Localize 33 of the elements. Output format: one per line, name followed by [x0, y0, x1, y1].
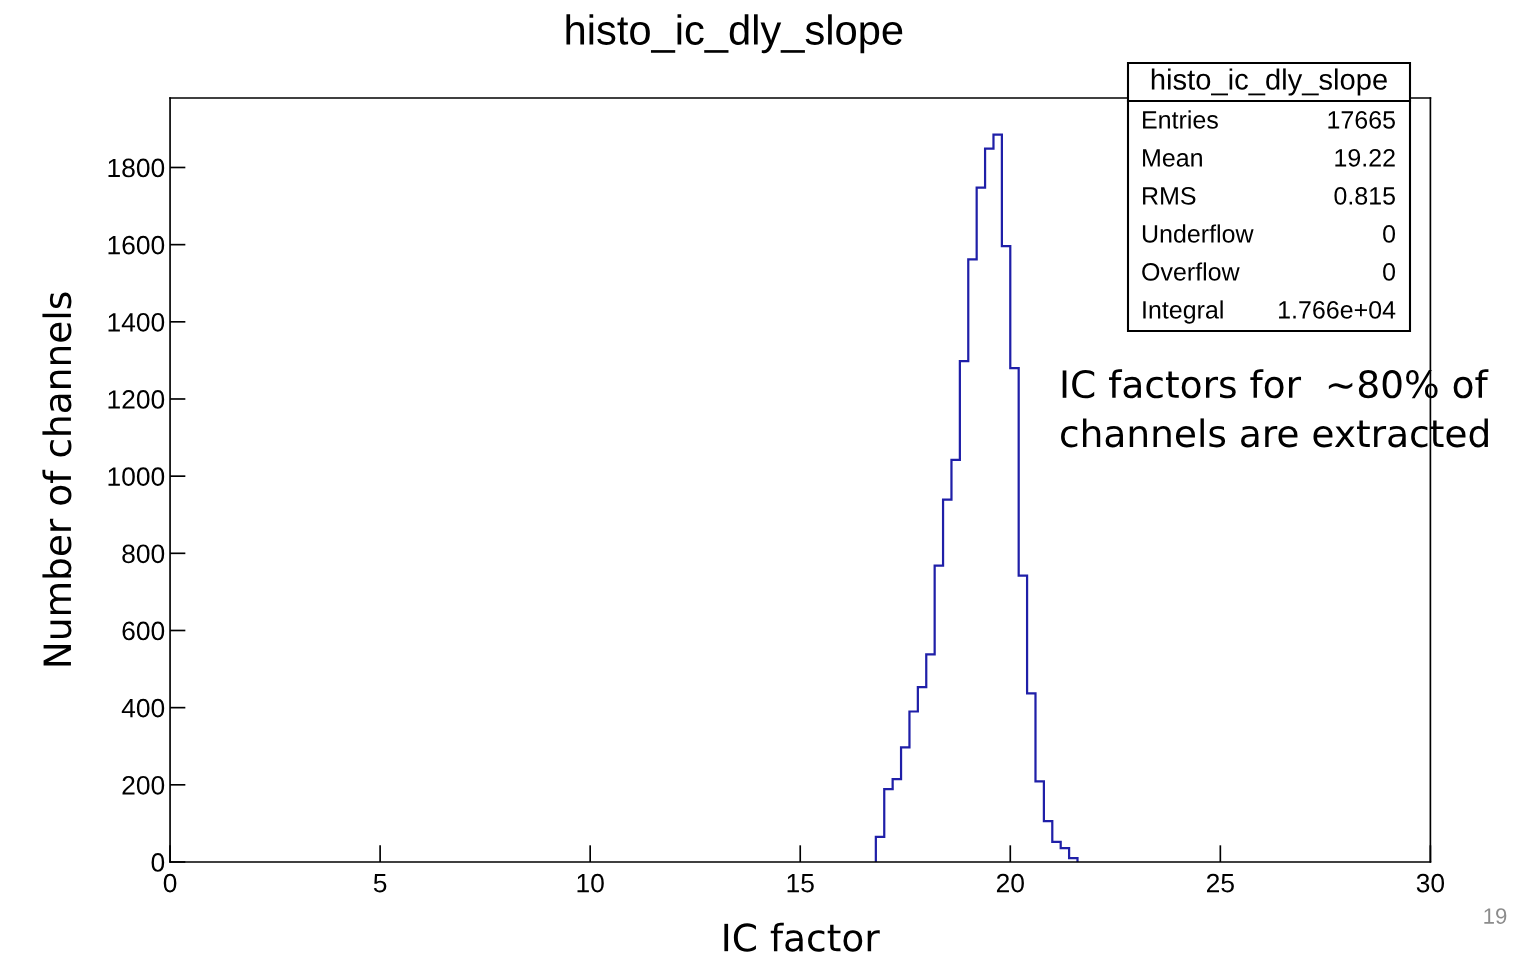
- y-tick-label: 1600: [108, 235, 165, 255]
- y-tick-label: 800: [122, 544, 165, 564]
- x-tick-label: 10: [577, 873, 604, 893]
- annotation: Underflow: [1142, 224, 1254, 243]
- y-tick-label: 1200: [108, 390, 165, 409]
- y-tick-label: 1800: [108, 158, 165, 178]
- annotation: 0: [1383, 263, 1396, 281]
- annotation: RMS: [1143, 187, 1196, 205]
- chart-title: histo_ic_dly_slope: [566, 14, 903, 54]
- x-tick-label: 25: [1206, 873, 1234, 893]
- annotation: 0.815: [1334, 187, 1395, 205]
- y-tick-label: 1400: [108, 312, 165, 332]
- x-axis-title: IC factor: [724, 922, 880, 952]
- annotation: Mean: [1143, 149, 1202, 167]
- x-tick-label: 5: [373, 874, 387, 893]
- annotation: 0: [1383, 225, 1396, 243]
- x-tick-label: 20: [996, 873, 1024, 893]
- y-tick-label: 1000: [108, 467, 165, 486]
- annotation: 19.22: [1335, 149, 1395, 167]
- y-tick-label: 200: [122, 775, 165, 795]
- text: histo_ic_dly_slope: [1151, 68, 1387, 96]
- annotation: Entries: [1143, 110, 1218, 129]
- y-tick-label: 0: [151, 853, 165, 872]
- annotation: Overflow: [1142, 262, 1240, 281]
- annotation: 17665: [1328, 111, 1395, 129]
- x-tick-label: 30: [1416, 873, 1445, 893]
- x-tick-label: 15: [787, 874, 814, 893]
- text: 19: [1484, 908, 1507, 924]
- y-axis-title: Number of channels: [42, 292, 72, 666]
- annotation: Integral: [1143, 300, 1223, 324]
- annotation: 1.766e+04: [1279, 301, 1396, 319]
- y-tick-label: 600: [122, 621, 165, 641]
- y-tick-label: 400: [121, 698, 165, 718]
